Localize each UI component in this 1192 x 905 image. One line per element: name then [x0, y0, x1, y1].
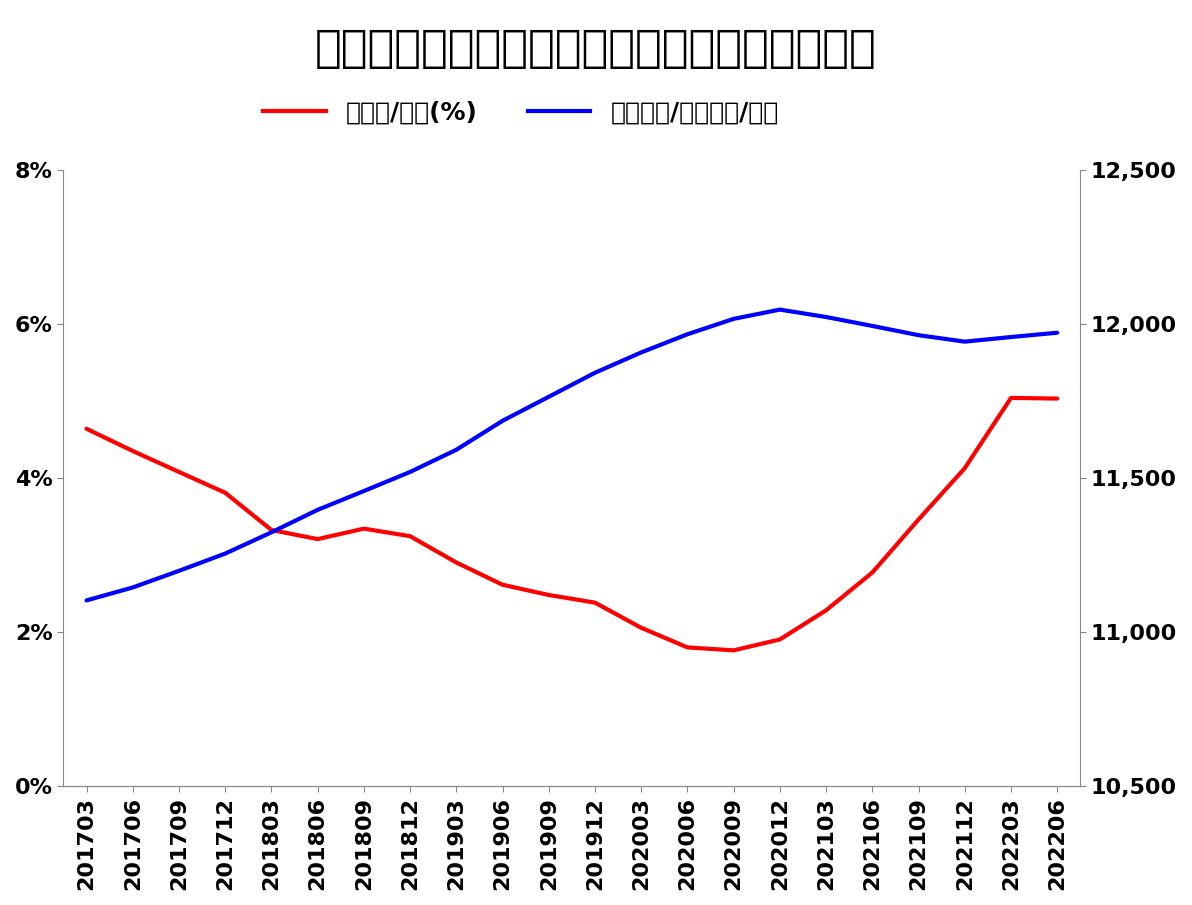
- Text: 大阪ビジネス地区のオフィス空室率・平均賃料: 大阪ビジネス地区のオフィス空室率・平均賃料: [315, 27, 877, 71]
- Legend: 空室率/平均(%), 平均賃料/平均（円/坪）: 空室率/平均(%), 平均賃料/平均（円/坪）: [254, 90, 789, 135]
